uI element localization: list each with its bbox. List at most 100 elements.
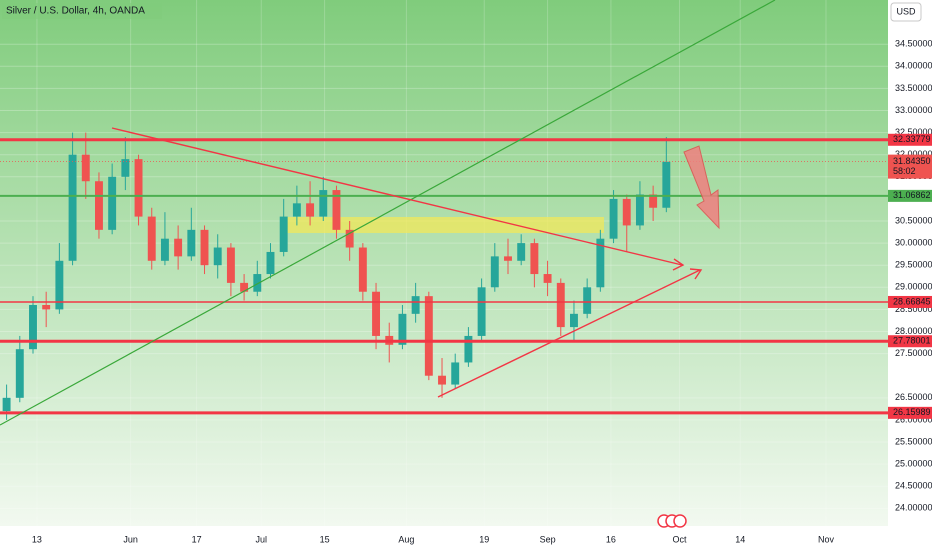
y-tick-label: 24.50000 xyxy=(895,481,932,491)
y-tick-label: 25.50000 xyxy=(895,436,932,446)
forecast-arrow xyxy=(683,145,720,230)
candle-body xyxy=(253,274,262,292)
candle-body xyxy=(398,313,407,345)
candle-body xyxy=(556,282,565,328)
price-level-tag xyxy=(888,295,932,308)
candle-body xyxy=(530,243,539,275)
y-tick-label: 27.50000 xyxy=(895,348,932,358)
price-level-label: 26.15989 xyxy=(893,407,931,417)
candle-body xyxy=(570,313,578,328)
x-tick-label: 19 xyxy=(479,534,489,544)
candle-body xyxy=(662,161,671,208)
event-icons xyxy=(657,514,687,528)
zone xyxy=(282,217,604,233)
candle-body xyxy=(292,203,301,217)
y-tick-label: 33.50000 xyxy=(895,83,932,93)
y-tick-label: 34.00000 xyxy=(895,61,932,71)
time-axis xyxy=(0,526,888,550)
trend-line xyxy=(0,0,776,426)
chart-title: Silver / U.S. Dollar, 4h, OANDA xyxy=(6,6,145,17)
candle-body xyxy=(279,216,288,252)
countdown: 58:02 xyxy=(893,166,916,176)
candle-body xyxy=(438,375,446,385)
candle-body xyxy=(55,260,64,310)
candle-body xyxy=(226,247,235,283)
arrow-head xyxy=(689,268,703,280)
y-tick-label: 29.50000 xyxy=(895,260,932,270)
candle-body xyxy=(649,194,658,208)
candle-body xyxy=(596,238,605,288)
price-level-tag xyxy=(888,133,932,146)
price-level-label: 28.66845 xyxy=(893,296,931,306)
trend-line xyxy=(437,269,701,398)
candle-body xyxy=(504,256,512,261)
candle-body xyxy=(187,229,196,257)
price-axis xyxy=(888,0,932,550)
y-tick-label: 26.00000 xyxy=(895,414,932,424)
x-tick-label: 15 xyxy=(320,534,330,544)
candle-body xyxy=(174,238,183,257)
candle-body xyxy=(147,216,156,261)
price-level-label: 27.78001 xyxy=(893,336,931,346)
x-tick-label: 17 xyxy=(192,534,202,544)
last-price-tag xyxy=(888,154,932,179)
x-tick-label: Nov xyxy=(818,534,835,544)
candle-body xyxy=(583,287,592,314)
candle-body xyxy=(2,397,11,412)
candle-body xyxy=(266,251,275,275)
candle-body xyxy=(306,203,315,217)
candle-body xyxy=(358,247,367,292)
price-level-tag xyxy=(888,406,932,419)
candle-body xyxy=(424,296,433,376)
y-tick-label: 30.00000 xyxy=(895,237,932,247)
price-level-label: 32.33779 xyxy=(893,134,931,144)
candle-body xyxy=(477,287,486,336)
x-tick-label: 14 xyxy=(735,534,745,544)
candle-body xyxy=(372,291,381,336)
candle-body xyxy=(213,247,222,266)
x-tick-label: Jul xyxy=(255,534,267,544)
arrow-head xyxy=(672,258,685,271)
candle-body xyxy=(121,159,130,177)
x-tick-label: Aug xyxy=(398,534,414,544)
candle-body xyxy=(517,243,526,261)
y-tick-label: 33.00000 xyxy=(895,105,932,115)
y-tick-label: 32.50000 xyxy=(895,127,932,137)
candle-body xyxy=(411,296,420,314)
currency: USD xyxy=(896,6,916,16)
candle-body xyxy=(319,190,328,217)
x-tick-label: 16 xyxy=(606,534,616,544)
y-tick-label: 26.50000 xyxy=(895,392,932,402)
candle-body xyxy=(451,362,460,385)
candle-body xyxy=(81,154,90,182)
candle-body xyxy=(42,304,51,310)
y-tick-label: 30.50000 xyxy=(895,215,932,225)
candle-body xyxy=(108,176,117,230)
candle-body xyxy=(68,154,77,261)
x-tick-label: Oct xyxy=(673,534,688,544)
y-tick-label: 34.50000 xyxy=(895,39,932,49)
candle-body xyxy=(464,335,473,363)
candle-body xyxy=(200,229,209,266)
y-tick-label: 32.00000 xyxy=(895,149,932,159)
x-tick-label: Sep xyxy=(540,534,556,544)
price-level-tag xyxy=(888,189,932,202)
price-level-tag xyxy=(888,335,932,348)
candle-body xyxy=(29,304,37,350)
y-tick-label: 28.50000 xyxy=(895,304,932,314)
price-level-label: 31.06862 xyxy=(893,190,931,200)
plot-background xyxy=(0,0,888,526)
trend-line xyxy=(111,127,683,266)
y-tick-label: 28.00000 xyxy=(895,326,932,336)
x-tick-label: Jun xyxy=(123,534,138,544)
x-tick-label: 13 xyxy=(32,534,42,544)
candle-body xyxy=(609,198,618,239)
candle-body xyxy=(95,181,103,230)
candle-body xyxy=(240,282,249,292)
currency-button[interactable] xyxy=(890,2,922,22)
candle-body xyxy=(543,274,552,283)
candle-body xyxy=(622,198,631,226)
candle-body xyxy=(345,229,354,248)
y-tick-label: 29.00000 xyxy=(895,282,932,292)
